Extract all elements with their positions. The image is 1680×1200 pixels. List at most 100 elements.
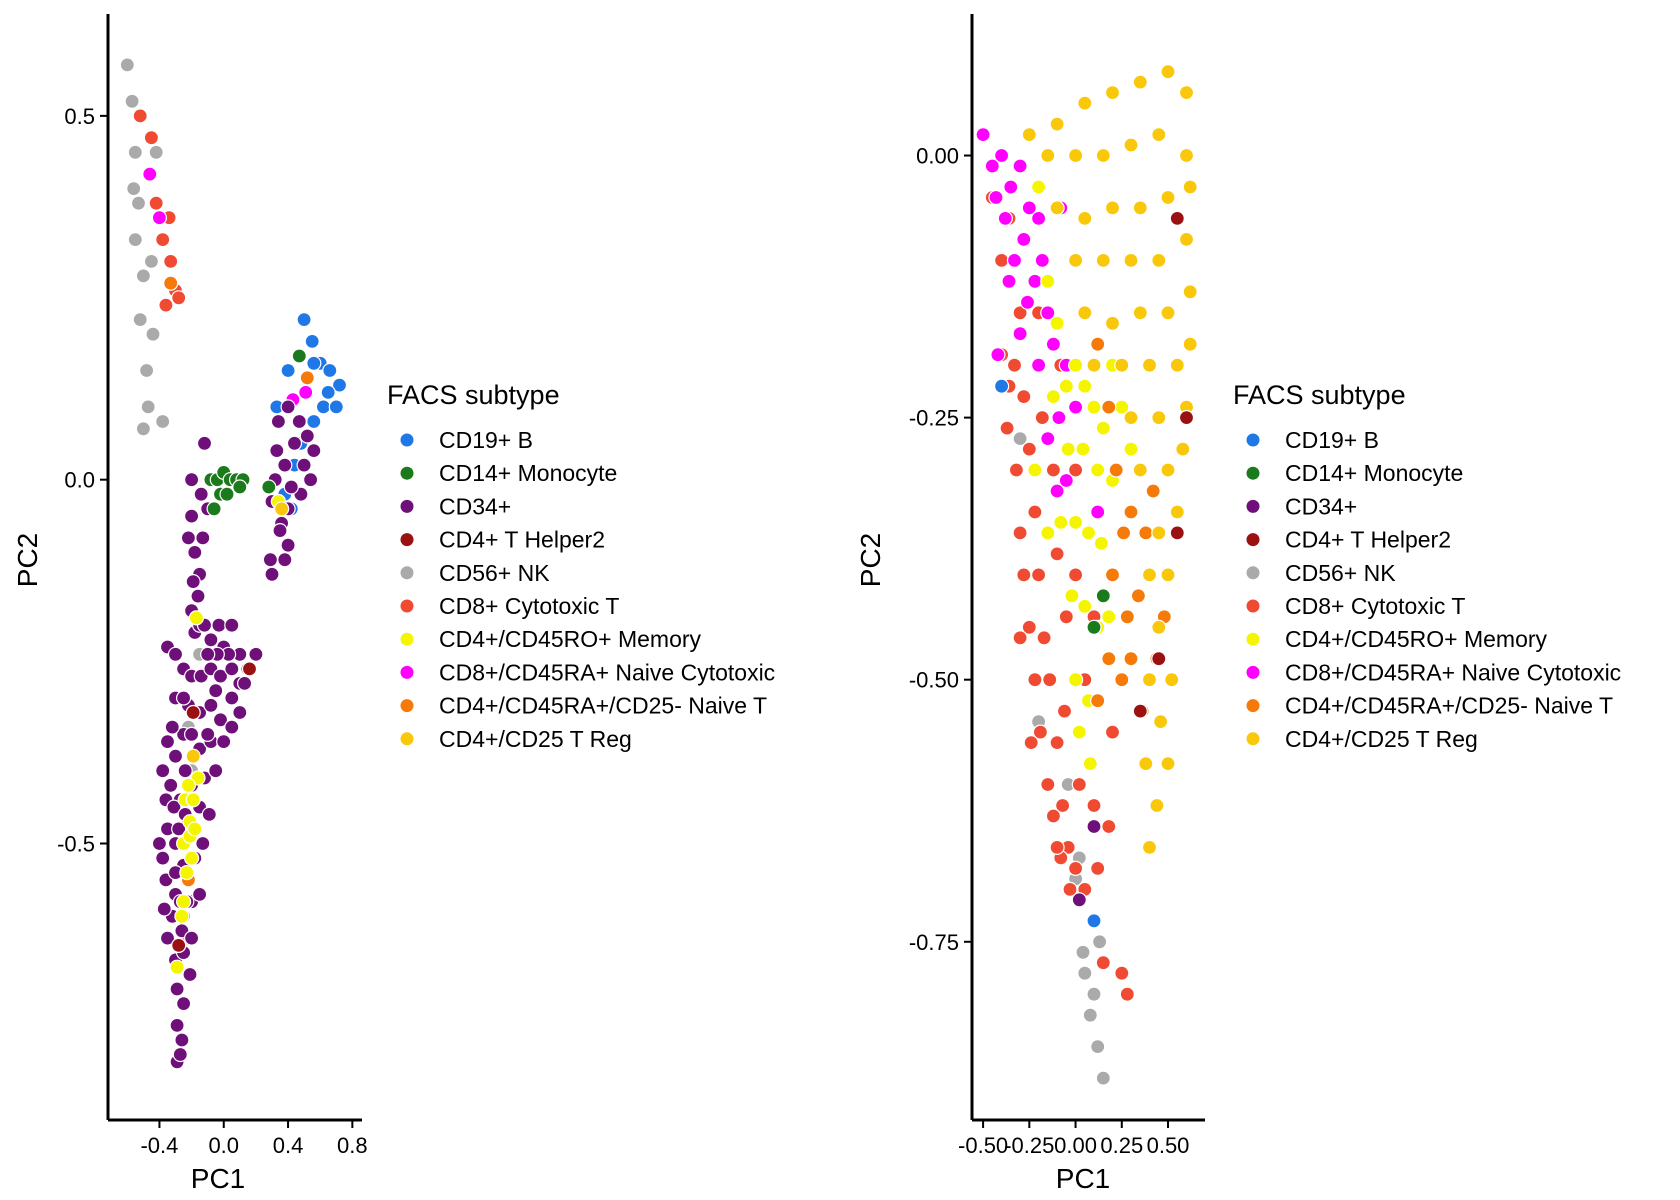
- point-1-2-20: [1049, 483, 1065, 499]
- point-1-3-2: [1049, 315, 1065, 331]
- point-0-7-10: [174, 908, 190, 924]
- point-1-1-11: [1016, 567, 1032, 583]
- point-1-2-7: [1021, 200, 1037, 216]
- point-1-5-49: [1141, 839, 1158, 856]
- point-1-2-5: [997, 210, 1013, 226]
- point-0-4-12: [328, 399, 344, 415]
- point-1-0-8: [1091, 934, 1108, 950]
- point-0-5-20: [262, 552, 278, 568]
- point-0-5-5: [303, 472, 319, 488]
- point-0-6-7: [219, 486, 235, 502]
- point-0-5-93: [155, 850, 171, 866]
- legend-key-1-0: [1246, 433, 1260, 447]
- left-y-axis-title: PC2: [12, 533, 43, 587]
- point-1-4-8: [1130, 588, 1147, 604]
- point-1-4-9: [1101, 651, 1117, 667]
- point-0-1-0: [132, 108, 148, 124]
- point-1-4-2: [1108, 462, 1124, 478]
- point-0-5-34: [211, 617, 227, 633]
- point-1-1-16: [1042, 672, 1058, 688]
- point-1-1-3: [1006, 357, 1023, 373]
- point-1-1-31: [1095, 955, 1111, 971]
- point-1-2-0: [975, 127, 991, 143]
- point-0-7-11: [169, 959, 185, 975]
- point-0-5-16: [296, 457, 312, 473]
- point-0-6-10: [261, 479, 277, 495]
- point-0-1-6: [171, 290, 187, 306]
- point-0-5-99: [164, 719, 180, 735]
- legend-key-1-9: [1246, 732, 1260, 746]
- point-1-5-13: [1049, 200, 1065, 216]
- point-0-5-111: [166, 799, 182, 815]
- right-legend: FACS subtype CD19+ B CD14+ Monocyte CD34+ C…: [1233, 380, 1621, 752]
- point-0-5-43: [212, 668, 229, 684]
- point-0-5-102: [184, 472, 200, 488]
- point-1-2-14: [1045, 336, 1062, 352]
- point-1-3-7: [1095, 420, 1111, 436]
- point-0-1-3: [163, 253, 179, 269]
- point-1-4-7: [1119, 609, 1135, 625]
- legend-label-1-6: CD4+/CD45RO+ Memory: [1285, 626, 1548, 652]
- point-1-5-43: [1160, 567, 1176, 583]
- point-1-2-4: [1012, 158, 1028, 174]
- point-0-5-8: [277, 457, 293, 473]
- point-1-3-3: [1058, 378, 1074, 394]
- point-1-3-6: [1086, 399, 1102, 415]
- point-1-5-48: [1149, 797, 1165, 814]
- point-1-5-50: [1160, 755, 1176, 772]
- point-1-5-28: [1182, 284, 1198, 300]
- point-1-8-1: [1086, 619, 1102, 635]
- point-1-2-10: [1027, 273, 1043, 289]
- point-1-5-35: [1151, 410, 1167, 426]
- y-tick-label-0-1: 0.0: [64, 468, 95, 493]
- point-1-5-3: [1104, 84, 1121, 101]
- point-1-5-38: [1160, 462, 1176, 478]
- legend-key-1-5: [1246, 599, 1260, 613]
- point-0-5-110: [200, 726, 216, 743]
- point-0-4-1: [304, 333, 320, 349]
- point-1-5-8: [1067, 147, 1084, 164]
- point-0-5-103: [180, 530, 196, 546]
- point-1-1-43: [1056, 703, 1073, 719]
- point-1-5-29: [1086, 357, 1102, 373]
- right-legend-title: FACS subtype: [1233, 380, 1406, 410]
- point-1-0-9: [1075, 944, 1091, 960]
- legend-key-1-4: [1246, 566, 1260, 580]
- point-1-1-30: [1119, 986, 1135, 1002]
- point-0-5-23: [184, 508, 200, 524]
- legend-key-0-8: [400, 699, 414, 713]
- point-1-0-3: [1077, 965, 1093, 981]
- legend-label-1-2: CD34+: [1285, 493, 1357, 519]
- point-1-5-18: [1182, 179, 1198, 195]
- legend-label-1-9: CD4+/CD25 T Reg: [1285, 726, 1478, 752]
- y-tick-label-0-0: -0.5: [57, 832, 95, 857]
- point-0-0-2: [127, 144, 143, 160]
- point-1-5-25: [1104, 315, 1121, 331]
- x-tick-label-1-3: 0.25: [1100, 1133, 1143, 1158]
- point-0-5-68: [208, 763, 224, 779]
- legend-key-0-3: [400, 533, 414, 547]
- point-0-5-33: [203, 632, 219, 648]
- point-1-3-27: [1027, 462, 1043, 478]
- point-0-5-44: [224, 661, 240, 677]
- legend-key-1-2: [1246, 499, 1260, 513]
- point-1-1-44: [1090, 860, 1106, 877]
- point-1-5-41: [1169, 504, 1185, 520]
- point-1-3-17: [1064, 588, 1080, 604]
- point-1-2-13: [1040, 305, 1056, 321]
- point-1-5-26: [1132, 305, 1148, 321]
- point-1-2-19: [1067, 399, 1084, 415]
- point-1-0-6: [1095, 1070, 1111, 1086]
- legend-label-0-7: CD8+/CD45RA+ Naive Cytotoxic: [439, 659, 775, 685]
- point-1-2-6: [1016, 231, 1032, 247]
- point-0-5-18: [269, 443, 285, 459]
- point-1-7-0: [993, 378, 1010, 394]
- point-1-2-8: [1030, 210, 1047, 226]
- legend-key-0-1: [400, 466, 414, 480]
- point-1-2-16: [1030, 357, 1047, 373]
- y-tick-label-0-2: 0.5: [64, 104, 95, 129]
- legend-label-0-2: CD34+: [439, 493, 511, 519]
- point-0-0-4: [127, 232, 143, 248]
- x-tick-label-1-4: 0.50: [1147, 1133, 1190, 1158]
- point-1-4-4: [1123, 504, 1139, 520]
